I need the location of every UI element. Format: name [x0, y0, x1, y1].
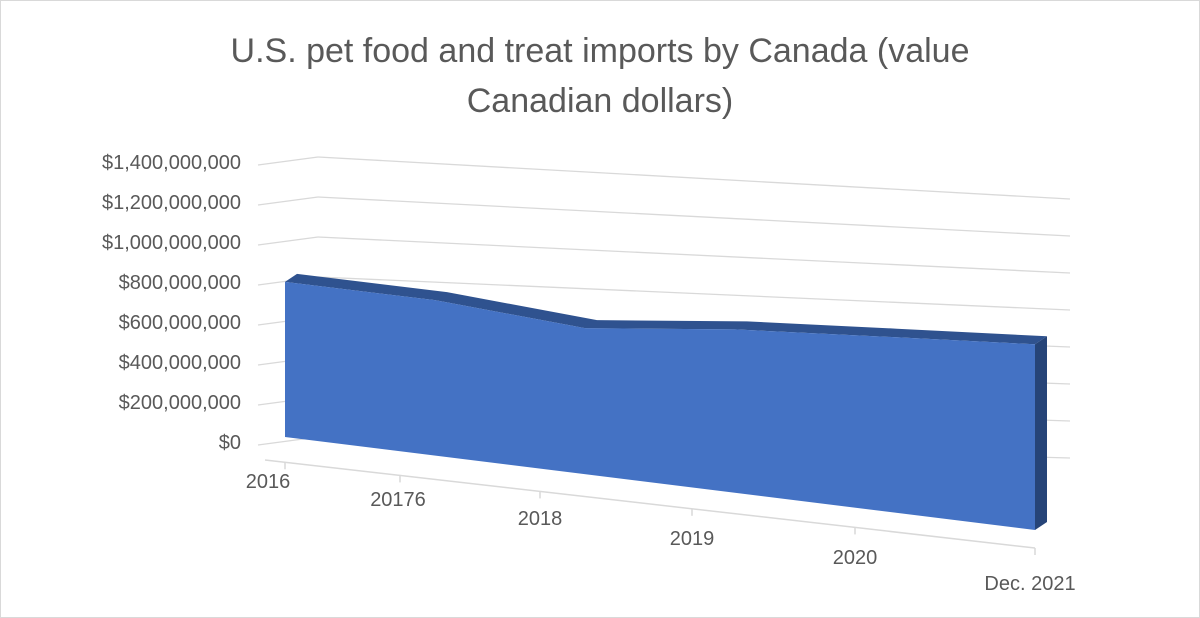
- gridline: [317, 156, 1071, 200]
- y-axis-tick-label: $1,200,000,000: [102, 192, 241, 214]
- series-area-side-face: [1035, 336, 1047, 530]
- series-area-top-edge: [285, 273, 1047, 345]
- x-axis-tick-label: 20176: [370, 489, 426, 511]
- y-axis-tick-label: $800,000,000: [119, 272, 241, 294]
- x-axis-tick-label: Dec. 2021: [984, 573, 1075, 595]
- x-axis-line: [264, 459, 1036, 549]
- x-axis-tick-label: 2016: [246, 471, 291, 493]
- x-axis-tick-label: 2019: [670, 528, 715, 550]
- chart-title: U.S. pet food and treat imports by Canad…: [0, 26, 1200, 126]
- chart-title-line-1: U.S. pet food and treat imports by Canad…: [230, 32, 970, 70]
- gridline-left-stub: [257, 196, 319, 206]
- y-axis-tick-label: $1,000,000,000: [102, 232, 241, 254]
- y-axis-tick-label: $600,000,000: [119, 312, 241, 334]
- gridline: [317, 196, 1071, 237]
- y-axis-tick-label: $1,400,000,000: [102, 152, 241, 174]
- series-area-front-face: [285, 281, 1035, 530]
- x-axis-tick-label: 2020: [833, 547, 878, 569]
- gridline: [317, 236, 1071, 274]
- gridline-left-stub: [257, 156, 319, 166]
- y-axis-tick-label: $200,000,000: [119, 392, 241, 414]
- chart-title-line-2: Canadian dollars): [466, 82, 734, 120]
- y-axis-tick-label: $0: [219, 432, 241, 454]
- x-axis-tick-label: 2018: [518, 508, 563, 530]
- gridline: [317, 276, 1071, 311]
- y-axis-tick-label: $400,000,000: [119, 352, 241, 374]
- gridline-left-stub: [257, 236, 319, 246]
